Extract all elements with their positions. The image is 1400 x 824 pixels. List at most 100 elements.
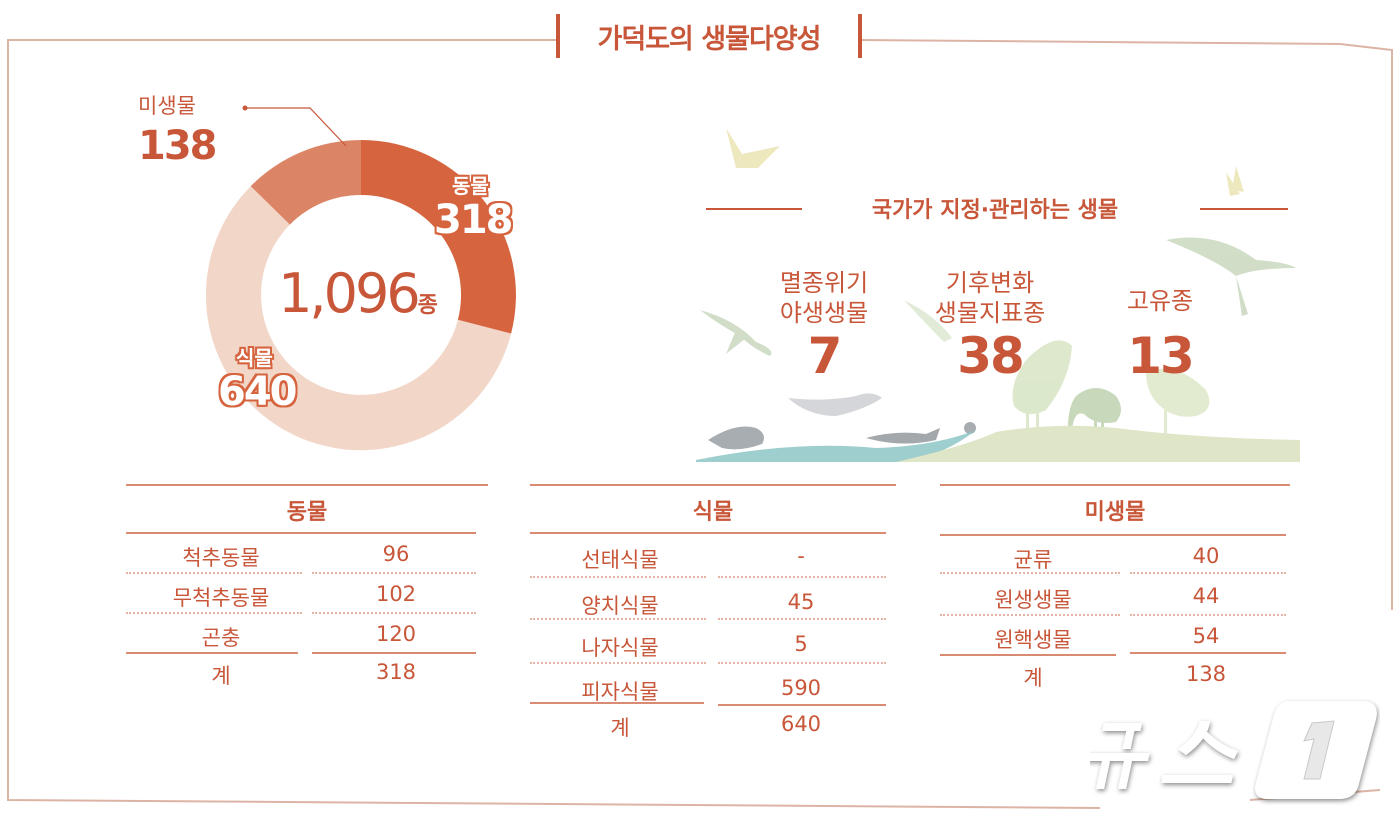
tuna-icon bbox=[708, 426, 764, 450]
row-name: 원핵생물 bbox=[994, 628, 1072, 652]
divider bbox=[718, 704, 886, 706]
page-title: 가덕도의 생물다양성 bbox=[597, 23, 822, 55]
butterfly-icon bbox=[1226, 166, 1244, 196]
row-name: 선태식물 bbox=[581, 548, 659, 572]
total-value: 318 bbox=[375, 660, 417, 684]
divider bbox=[940, 614, 1120, 616]
total-value: 640 bbox=[780, 712, 822, 736]
stat-label: 야생생물 bbox=[779, 299, 869, 327]
heron-icon bbox=[1146, 368, 1210, 446]
divider bbox=[530, 532, 886, 534]
table-heading: 미생물 bbox=[1084, 500, 1146, 525]
plant-label: 식물 bbox=[236, 346, 273, 370]
divider bbox=[530, 618, 706, 620]
table-row: 균류 40 bbox=[940, 536, 1290, 576]
page-title-box: 가덕도의 생물다양성 bbox=[556, 14, 862, 58]
row-name: 척추동물 bbox=[182, 546, 260, 570]
crab-icon bbox=[964, 422, 976, 434]
row-name: 원생생물 bbox=[994, 588, 1072, 612]
dolphin-icon bbox=[788, 393, 882, 416]
divider bbox=[1130, 652, 1286, 654]
row-name: 무척추동물 bbox=[172, 586, 270, 610]
stat-label: 멸종위기 bbox=[779, 269, 869, 297]
donut-total-unit: 종 bbox=[417, 293, 438, 318]
table-row: 나자식물 5 bbox=[530, 624, 896, 664]
row-name: 피자식물 bbox=[581, 680, 659, 704]
row-value: 120 bbox=[375, 622, 417, 646]
row-value: - bbox=[797, 544, 805, 568]
news1-watermark-logo bbox=[1090, 701, 1377, 799]
national-heading: 국가가 지정·관리하는 생물 bbox=[700, 188, 1290, 228]
table-row: 곤충 120 bbox=[126, 614, 488, 654]
divider bbox=[718, 576, 886, 578]
table-total-row: 계 640 bbox=[530, 704, 896, 744]
table-top-line bbox=[126, 484, 488, 486]
row-value: 5 bbox=[794, 632, 808, 656]
row-name: 나자식물 bbox=[581, 636, 659, 660]
donut-segment-microbe bbox=[250, 140, 361, 225]
stat-value: 7 bbox=[807, 327, 843, 385]
donut-label-animal: 동물 bbox=[452, 170, 489, 199]
divider bbox=[530, 662, 706, 664]
table-heading: 동물 bbox=[286, 500, 328, 525]
divider bbox=[312, 612, 476, 614]
table-row: 양치식물 45 bbox=[530, 582, 896, 622]
table-top-line bbox=[530, 484, 896, 486]
total-value: 138 bbox=[1185, 662, 1227, 686]
butterfly-icon bbox=[726, 128, 780, 168]
donut-label-plant: 식물 bbox=[236, 342, 273, 371]
stat-label: 생물지표종 bbox=[934, 299, 1046, 327]
row-value: 45 bbox=[787, 590, 815, 614]
table-heading: 식물 bbox=[692, 500, 734, 525]
nature-illustration bbox=[696, 128, 1300, 462]
table-row: 원핵생물 54 bbox=[940, 616, 1290, 656]
donut-chart bbox=[206, 140, 516, 451]
microbe-value: 138 bbox=[138, 123, 217, 169]
donut-segment-animal bbox=[361, 140, 516, 334]
animal-value: 318 bbox=[434, 197, 513, 243]
row-value: 54 bbox=[1192, 624, 1220, 648]
land-shape bbox=[896, 425, 1300, 462]
row-value: 96 bbox=[382, 542, 410, 566]
divider bbox=[312, 572, 476, 574]
donut-segment-plant bbox=[206, 186, 512, 451]
row-value: 40 bbox=[1192, 544, 1220, 568]
table-microbe: 미생물 균류 40 원생생물 44 원핵생물 54 계 138 bbox=[940, 484, 1290, 694]
donut-total-value: 1,096 bbox=[278, 262, 421, 325]
national-heading-text: 국가가 지정·관리하는 생물 bbox=[871, 198, 1119, 223]
stat-endangered: 멸종위기 야생생물 7 bbox=[764, 268, 884, 384]
divider bbox=[1130, 614, 1286, 616]
table-row: 피자식물 590 bbox=[530, 668, 896, 708]
row-name: 곤충 bbox=[201, 626, 241, 650]
divider bbox=[940, 534, 1286, 536]
heron-icon bbox=[1012, 340, 1072, 446]
table-plant: 식물 선태식물 - 양치식물 45 나자식물 5 피자식물 590 계 640 bbox=[530, 484, 896, 740]
donut-value-plant-wrap: 640 bbox=[218, 369, 297, 415]
table-row: 척추동물 96 bbox=[126, 534, 488, 574]
stat-value: 38 bbox=[957, 327, 1025, 385]
plant-value: 640 bbox=[218, 369, 297, 415]
divider bbox=[718, 662, 886, 664]
microbe-leader-line bbox=[242, 105, 347, 147]
stat-value: 13 bbox=[1127, 327, 1195, 385]
bird-icon bbox=[700, 310, 772, 356]
stat-label: 고유종 bbox=[1126, 287, 1194, 315]
donut-label-microbe: 미생물 138 bbox=[138, 90, 217, 169]
row-name: 균류 bbox=[1013, 548, 1053, 572]
total-label: 계 bbox=[1023, 666, 1043, 690]
table-row: 원생생물 44 bbox=[940, 576, 1290, 616]
row-name: 양치식물 bbox=[581, 594, 659, 618]
stat-climate-indicator: 기후변화 생물지표종 38 bbox=[920, 268, 1060, 384]
donut-value-animal-wrap: 318 bbox=[434, 197, 513, 243]
row-value: 102 bbox=[375, 582, 417, 606]
heading-line-left bbox=[706, 208, 802, 210]
table-total-row: 계 138 bbox=[940, 654, 1290, 694]
table-top-line bbox=[940, 484, 1290, 486]
divider bbox=[126, 612, 302, 614]
total-label: 계 bbox=[211, 664, 231, 688]
animal-label: 동물 bbox=[452, 174, 489, 198]
table-row: 무척추동물 102 bbox=[126, 574, 488, 614]
table-total-row: 계 318 bbox=[126, 652, 488, 692]
total-label: 계 bbox=[610, 716, 630, 740]
fish-icon bbox=[866, 428, 940, 444]
